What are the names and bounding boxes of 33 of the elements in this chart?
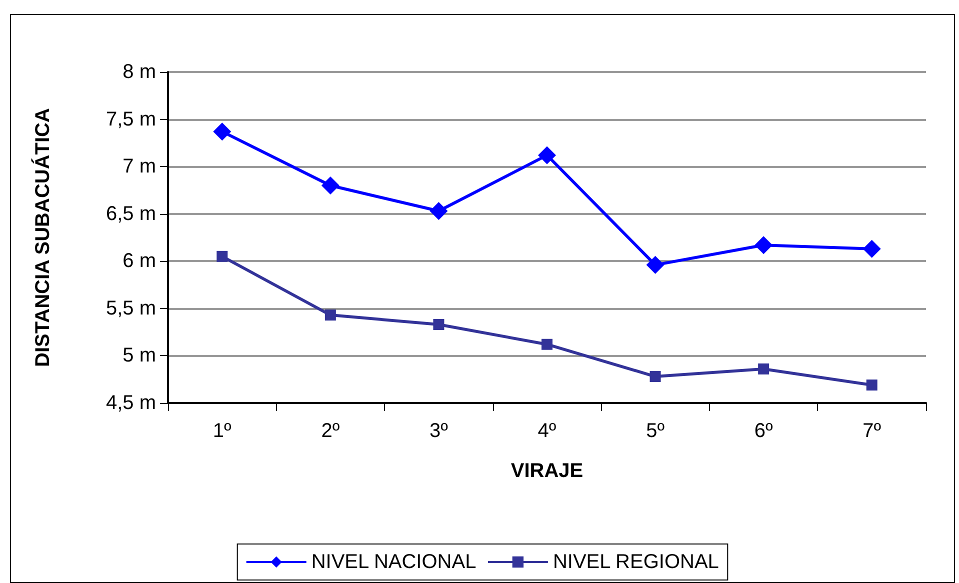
- point: [213, 122, 232, 141]
- y-tick-label: 4,5 m: [106, 392, 156, 414]
- point: [216, 250, 228, 262]
- y-tick-label: 5,5 m: [106, 297, 156, 320]
- point: [646, 256, 664, 274]
- point: [430, 202, 448, 220]
- point: [321, 176, 340, 194]
- x-tick-label: 7º: [862, 420, 882, 442]
- y-axis-title: DISTANCIA SUBACUÁTICA: [31, 108, 54, 367]
- point: [542, 338, 552, 350]
- x-axis-title: VIRAJE: [510, 460, 584, 482]
- point: [758, 363, 770, 374]
- point: [324, 310, 336, 321]
- x-tick-label: 6º: [754, 420, 774, 442]
- y-tick-label: 7,5 m: [106, 108, 156, 130]
- point: [538, 146, 556, 164]
- y-tick-label: 6 m: [122, 250, 156, 272]
- point: [754, 236, 773, 254]
- legend-label: NIVEL REGIONAL: [552, 551, 719, 573]
- x-tick-label: 4º: [538, 420, 557, 442]
- point: [433, 319, 444, 330]
- y-tick-label: 8 m: [122, 61, 156, 83]
- x-tick-label: 3º: [429, 420, 449, 442]
- point: [862, 240, 881, 258]
- point: [650, 371, 661, 382]
- x-tick-label: 5º: [646, 420, 666, 442]
- y-tick-label: 6,5 m: [106, 202, 156, 225]
- y-tick-label: 7 m: [122, 156, 156, 178]
- legend-label: NIVEL NACIONAL: [311, 551, 476, 573]
- x-tick-label: 1º: [212, 420, 232, 442]
- x-tick-label: 2º: [321, 420, 340, 442]
- point: [866, 380, 878, 391]
- y-tick-label: 5 m: [122, 344, 156, 367]
